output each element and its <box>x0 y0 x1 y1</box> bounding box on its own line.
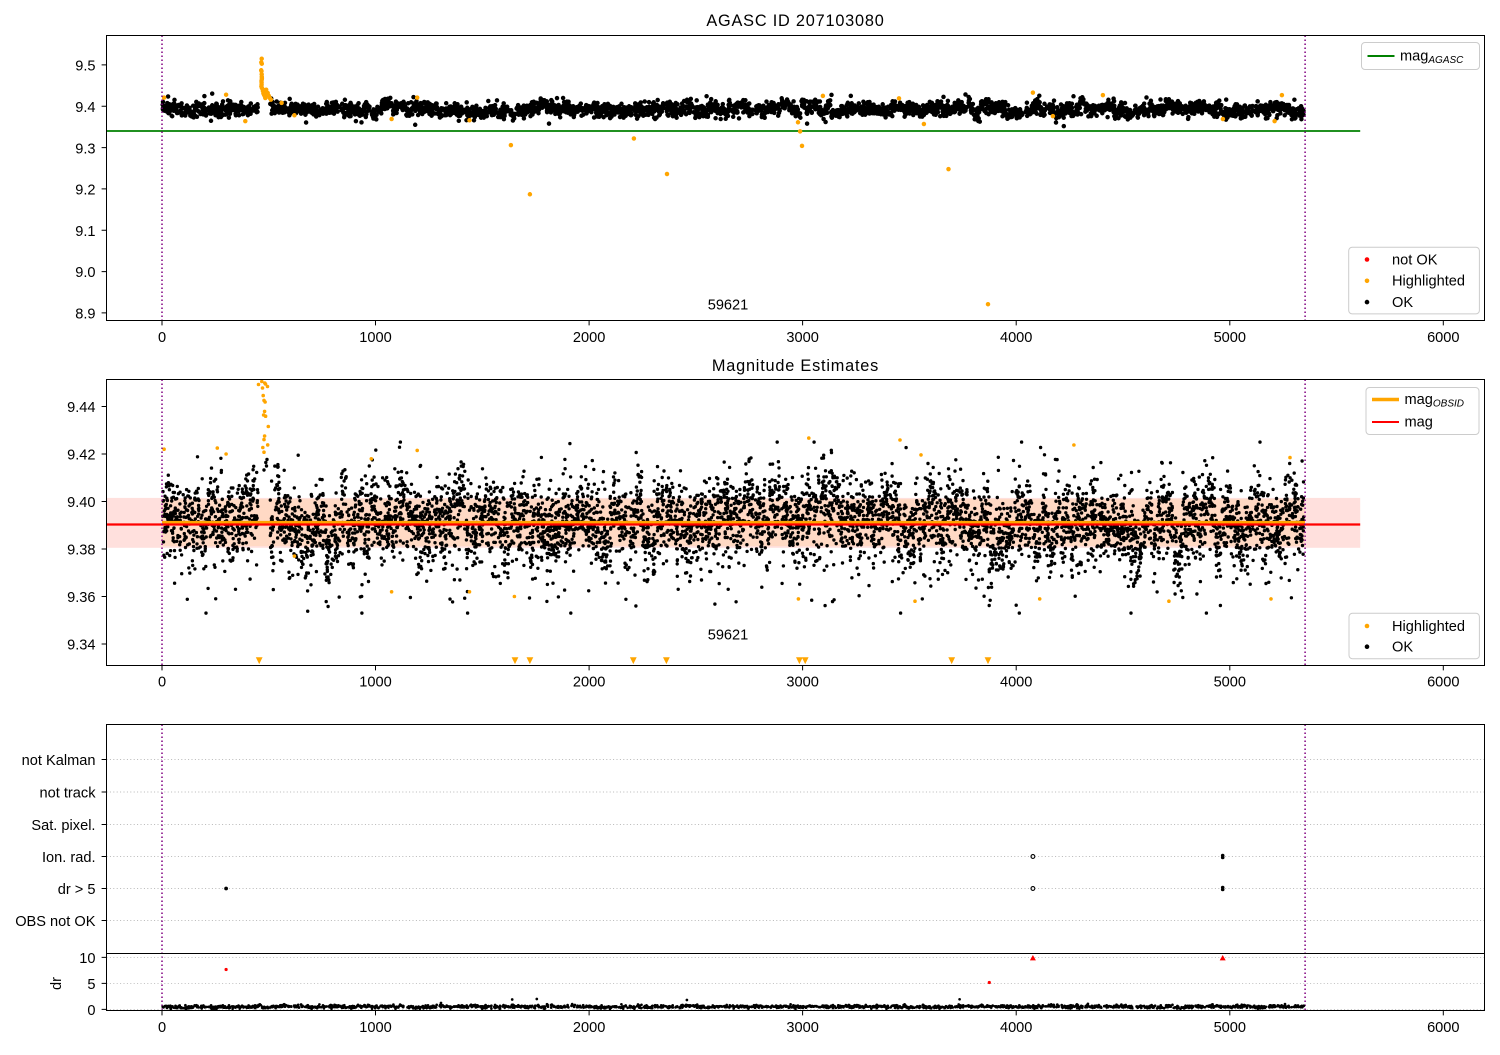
svg-text:dr > 5: dr > 5 <box>58 882 96 898</box>
svg-text:OBS not OK: OBS not OK <box>15 914 96 930</box>
svg-text:6000: 6000 <box>1427 1020 1459 1036</box>
svg-text:3000: 3000 <box>786 1020 818 1036</box>
svg-text:9.0: 9.0 <box>75 265 95 281</box>
svg-text:9.2: 9.2 <box>75 183 95 199</box>
svg-text:0: 0 <box>158 674 166 690</box>
svg-text:9.44: 9.44 <box>67 400 95 416</box>
svg-text:1000: 1000 <box>359 1020 391 1036</box>
svg-text:not OK: not OK <box>1392 252 1438 268</box>
svg-text:Highlighted: Highlighted <box>1392 274 1465 290</box>
svg-text:not Kalman: not Kalman <box>22 753 96 769</box>
svg-text:2000: 2000 <box>573 674 605 690</box>
svg-text:59621: 59621 <box>708 298 749 314</box>
svg-text:OK: OK <box>1392 295 1413 311</box>
svg-text:6000: 6000 <box>1427 674 1459 690</box>
svg-text:9.40: 9.40 <box>67 495 95 511</box>
svg-text:9.5: 9.5 <box>75 59 95 75</box>
svg-text:dr: dr <box>49 977 65 990</box>
svg-text:Highlighted: Highlighted <box>1392 619 1465 635</box>
svg-text:OK: OK <box>1392 640 1413 656</box>
svg-text:5000: 5000 <box>1214 330 1246 346</box>
svg-text:4000: 4000 <box>1000 330 1032 346</box>
svg-text:0: 0 <box>158 1020 166 1036</box>
svg-text:0: 0 <box>87 1003 95 1019</box>
svg-text:9.1: 9.1 <box>75 224 95 240</box>
svg-text:6000: 6000 <box>1427 330 1459 346</box>
svg-text:1000: 1000 <box>359 330 391 346</box>
svg-text:1000: 1000 <box>359 674 391 690</box>
svg-text:4000: 4000 <box>1000 674 1032 690</box>
svg-text:2000: 2000 <box>573 330 605 346</box>
svg-text:9.3: 9.3 <box>75 141 95 157</box>
svg-text:AGASC ID 207103080: AGASC ID 207103080 <box>706 12 884 30</box>
svg-text:4000: 4000 <box>1000 1020 1032 1036</box>
svg-text:3000: 3000 <box>786 674 818 690</box>
svg-text:3000: 3000 <box>786 330 818 346</box>
svg-text:9.4: 9.4 <box>75 100 95 116</box>
svg-text:2000: 2000 <box>573 1020 605 1036</box>
svg-text:5: 5 <box>87 977 95 993</box>
svg-text:9.36: 9.36 <box>67 590 95 606</box>
svg-text:9.34: 9.34 <box>67 638 95 654</box>
svg-text:Ion. rad.: Ion. rad. <box>42 850 96 866</box>
svg-text:59621: 59621 <box>708 628 749 644</box>
svg-text:10: 10 <box>79 951 95 967</box>
svg-text:mag: mag <box>1405 415 1433 431</box>
svg-text:9.38: 9.38 <box>67 543 95 559</box>
svg-text:0: 0 <box>158 330 166 346</box>
svg-text:8.9: 8.9 <box>75 307 95 323</box>
svg-text:5000: 5000 <box>1214 674 1246 690</box>
svg-text:Sat. pixel.: Sat. pixel. <box>31 818 95 834</box>
svg-text:not track: not track <box>40 786 97 802</box>
svg-text:9.42: 9.42 <box>67 448 95 464</box>
svg-text:Magnitude Estimates: Magnitude Estimates <box>712 357 879 375</box>
svg-text:5000: 5000 <box>1214 1020 1246 1036</box>
